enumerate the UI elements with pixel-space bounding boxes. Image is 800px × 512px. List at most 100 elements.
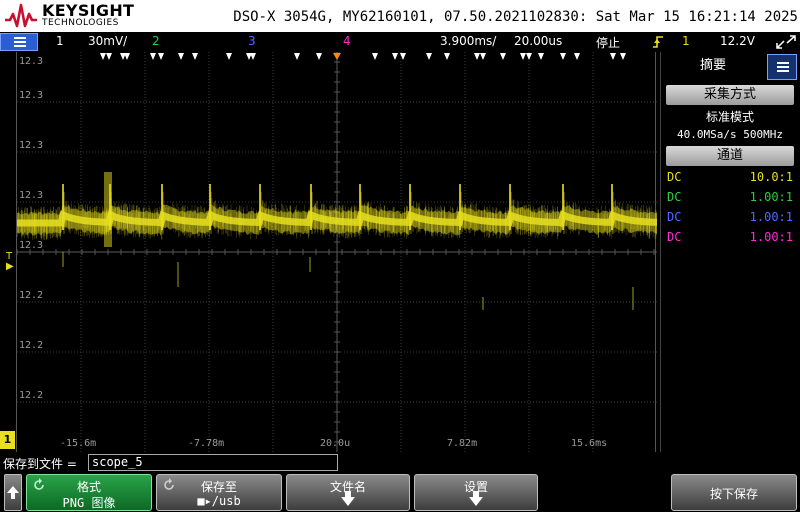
time-marker-icon <box>500 53 506 60</box>
status-bar: 1 30mV/ 2 3 4 3.900ms/ 20.00us 停止 1 12.2… <box>0 32 800 52</box>
softkey-bar: 格式 PNG 图像 保存至 ■▸/usb 文件名 设置 按下保存 <box>0 473 800 512</box>
time-marker-icon <box>400 53 406 60</box>
summary-panel: 摘要 采集方式 标准模式 40.0MSa/s 500MHz 通道 DC 10.0… <box>660 52 800 452</box>
time-marker-icon <box>520 53 526 60</box>
probe-ratio: 1.00:1 <box>749 230 793 244</box>
device-info: DSO-X 3054G, MY62160101, 07.50.202110283… <box>233 9 798 25</box>
time-marker-icon <box>150 53 156 60</box>
filename-softkey[interactable]: 文件名 <box>286 474 410 511</box>
waveform-canvas[interactable] <box>17 52 657 452</box>
waveform-display[interactable]: 12.3 12.3 12.3 12.3 12.3 12.2 12.2 12.2 … <box>16 52 657 452</box>
brand-subtitle: TECHNOLOGIES <box>42 18 119 28</box>
time-marker-icon <box>158 53 164 60</box>
waveform-burst <box>104 172 112 247</box>
ch1-number[interactable]: 1 <box>56 34 64 48</box>
probe-ratio: 1.00:1 <box>749 210 793 224</box>
y-axis-label: 12.3 <box>19 190 44 201</box>
save-to-path: /usb <box>211 494 241 508</box>
time-marker-icon <box>620 53 626 60</box>
time-scale[interactable]: 20.00us <box>514 34 563 48</box>
time-marker-icon <box>246 53 252 60</box>
acquisition-mode: 标准模式 <box>705 110 754 124</box>
trigger-arrow-icon: ▶ <box>6 261 14 272</box>
trigger-source[interactable]: 1 <box>682 34 690 48</box>
back-button[interactable] <box>4 474 22 511</box>
y-axis-label: 12.3 <box>19 56 44 67</box>
time-marker-icon <box>192 53 198 60</box>
time-marker-icon <box>426 53 432 60</box>
time-marker-icon <box>610 53 616 60</box>
channel-heading: 通道 <box>666 146 794 166</box>
sample-rate: 40.0MSa/s 500MHz <box>677 128 783 141</box>
x-axis-label: 20.0u <box>320 438 351 449</box>
rotate-knob-icon <box>164 478 174 490</box>
panel-title: 摘要 <box>661 52 765 80</box>
time-marker-icon <box>474 53 480 60</box>
coupling: DC <box>667 190 682 204</box>
ch1-waveform-trace <box>17 209 657 228</box>
save-to-file-label: 保存到文件 = <box>3 457 77 471</box>
time-marker-icon <box>294 53 300 60</box>
main-menu-button[interactable] <box>0 33 38 51</box>
menu-icon <box>14 37 26 39</box>
format-value: PNG 图像 <box>62 496 116 510</box>
settings-label: 设置 <box>463 480 488 494</box>
time-marker-icon <box>316 53 322 60</box>
trigger-marker-label: T <box>6 251 13 262</box>
ch2-number[interactable]: 2 <box>152 34 160 48</box>
filename-label: 文件名 <box>329 480 366 494</box>
y-axis-label: 12.2 <box>19 290 44 301</box>
ch1-ground-marker[interactable]: 1 <box>0 431 15 449</box>
time-marker-icon <box>124 53 130 60</box>
coupling: DC <box>667 230 682 244</box>
rotate-knob-icon <box>34 478 44 490</box>
time-marker-icon <box>444 53 450 60</box>
panel-menu-icon[interactable] <box>767 54 797 80</box>
down-arrow-icon <box>469 491 483 506</box>
save-to-softkey[interactable]: 保存至 ■▸/usb <box>156 474 282 511</box>
channel-row-3: DC 1.00:1 <box>667 208 793 228</box>
trigger-level-marker[interactable]: T ▶ <box>6 252 14 272</box>
ch1-scale[interactable]: 30mV/ <box>88 34 128 48</box>
ch4-number[interactable]: 4 <box>343 34 351 48</box>
channel-row-2: DC 1.00:1 <box>667 188 793 208</box>
time-marker-icon <box>526 53 532 60</box>
time-marker-icon <box>480 53 486 60</box>
press-to-save-softkey[interactable]: 按下保存 <box>671 474 797 511</box>
format-softkey[interactable]: 格式 PNG 图像 <box>26 474 152 511</box>
channel-row-4: DC 1.00:1 <box>667 228 793 248</box>
time-marker-icon <box>560 53 566 60</box>
time-marker-icon <box>178 53 184 60</box>
format-label: 格式 <box>76 480 101 494</box>
up-arrow-icon <box>7 486 19 499</box>
acquisition-heading: 采集方式 <box>666 85 794 105</box>
x-axis-label: -15.6m <box>60 438 97 449</box>
filename-field[interactable]: scope_5 <box>88 454 338 471</box>
time-marker-icon <box>100 53 106 60</box>
trigger-level[interactable]: 12.2V <box>720 34 755 48</box>
time-marker-icon <box>392 53 398 60</box>
ch3-number[interactable]: 3 <box>248 34 256 48</box>
y-axis-label: 12.2 <box>19 340 44 351</box>
save-to-label: 保存至 <box>200 480 237 494</box>
x-axis-label: 7.82m <box>447 438 478 449</box>
press-to-save-label: 按下保存 <box>709 487 758 501</box>
down-arrow-icon <box>341 491 355 506</box>
coupling: DC <box>667 170 682 184</box>
probe-ratio: 10.0:1 <box>749 170 793 184</box>
x-axis-label: 15.6ms <box>571 438 608 449</box>
time-delay[interactable]: 3.900ms/ <box>440 34 497 48</box>
time-marker-icon <box>250 53 256 60</box>
time-marker-icon <box>574 53 580 60</box>
brand-name: KEYSIGHT <box>42 1 135 20</box>
run-state: 停止 <box>596 36 621 50</box>
touch-zoom-icon[interactable] <box>774 33 798 51</box>
keysight-logo-icon <box>5 3 37 28</box>
trigger-edge-icon <box>653 36 663 48</box>
y-axis-label: 12.2 <box>19 390 44 401</box>
settings-softkey[interactable]: 设置 <box>414 474 538 511</box>
x-axis-label: -7.78m <box>188 438 225 449</box>
time-marker-icon <box>226 53 232 60</box>
usb-drive-icon: ■▸ <box>197 494 212 508</box>
time-marker-icon <box>106 53 112 60</box>
